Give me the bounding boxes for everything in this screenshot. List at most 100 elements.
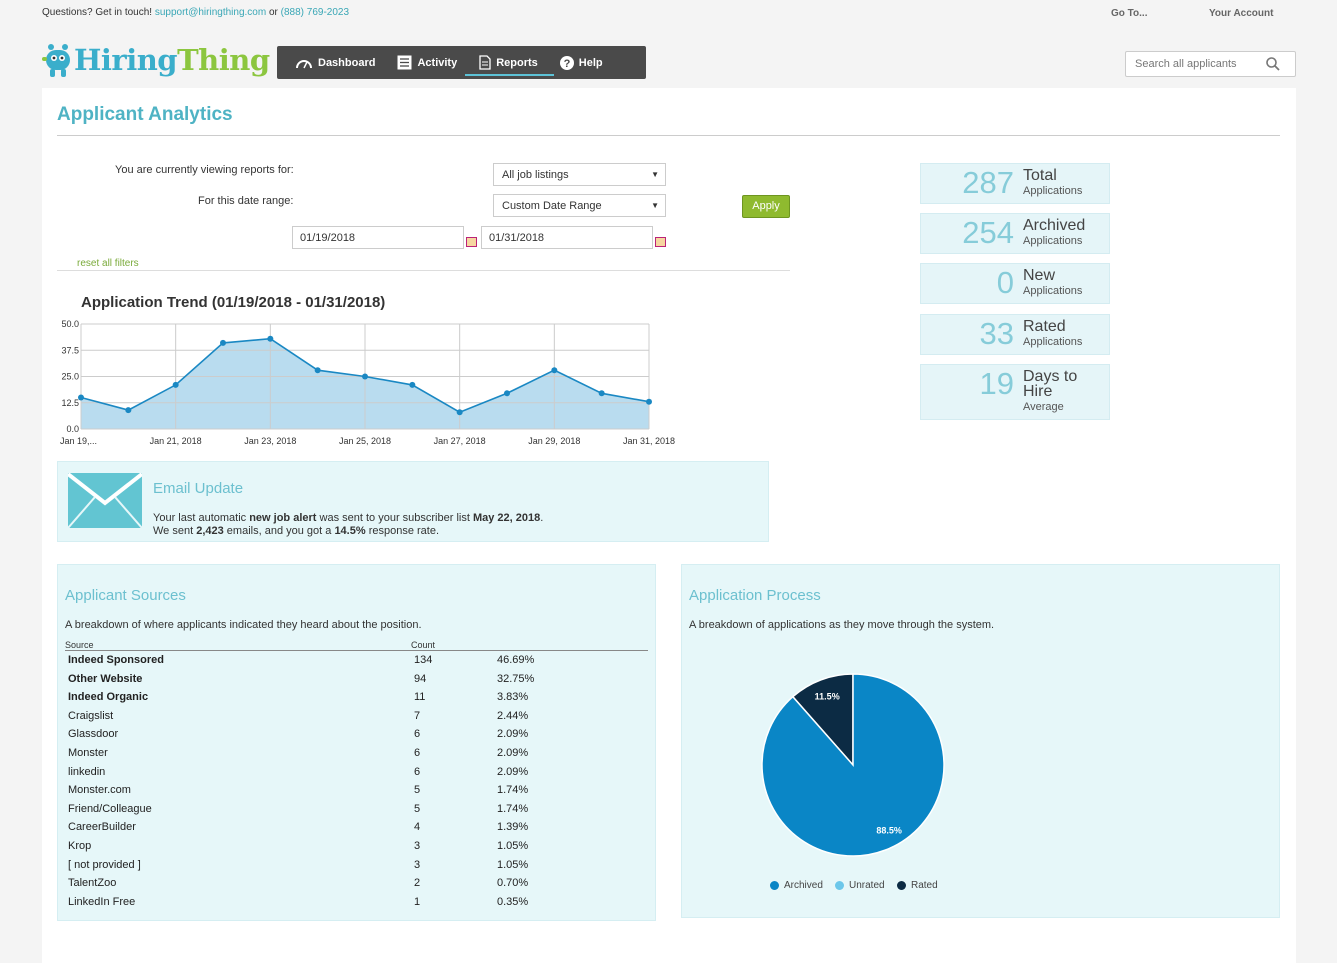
sources-title: Applicant Sources [65,587,186,604]
email-update-line-2: We sent 2,423 emails, and you got a 14.5… [153,525,439,537]
table-row: CareerBuilder 4 1.39% [68,821,648,839]
email-line2-a: We sent [153,525,197,537]
nav-activity-label: Activity [417,56,458,69]
chart-data-point [646,398,652,405]
email-line2-c: emails, and you got a [223,525,335,537]
source-name: Craigslist [68,709,114,722]
stat-new-subtitle: Applications [1023,285,1083,297]
source-name: Indeed Organic [68,691,149,704]
source-pct: 2.09% [497,765,529,778]
chart-data-point [456,409,463,416]
source-count: 6 [414,765,421,778]
nav-reports[interactable]: Reports [465,46,554,79]
support-phone-link[interactable]: (888) 769-2023 [280,7,350,18]
process-title: Application Process [689,587,821,604]
source-name: Other Website [68,672,143,685]
email-line1-d: May 22, 2018 [472,512,541,524]
stat-rated-subtitle: Applications [1023,336,1083,348]
legend-unrated[interactable]: Unrated [835,880,885,891]
table-row: Indeed Sponsored 134 46.69% [68,654,648,672]
support-email-link[interactable]: support@hiringthing.com [154,7,267,18]
date-range-select[interactable]: Custom Date Range ▼ [493,194,666,217]
stat-days-to-hire: 19 Days to Hire Average [920,364,1110,420]
table-row: Craigslist 7 2.44% [68,710,648,728]
filter-divider [57,270,790,271]
nav-activity[interactable]: Activity [397,46,457,79]
y-tick-label: 12.5 [61,398,79,408]
contact-bar: Questions? Get in touch! support@hiringt… [42,7,349,18]
source-pct: 1.05% [497,840,529,852]
email-update-line-1: Your last automatic new job alert was se… [153,512,543,524]
source-count: 2 [414,877,421,890]
search-input[interactable] [1135,53,1270,75]
col-source: Source [65,640,94,650]
legend-dot [835,881,844,890]
source-count: 5 [414,784,421,797]
legend-archived[interactable]: Archived [770,880,823,891]
source-pct: 1.74% [497,802,529,815]
calendar-icon[interactable] [466,237,477,247]
source-pct: 32.75% [497,672,535,685]
process-description: A breakdown of applications as they move… [689,619,995,631]
search-box [1125,51,1296,77]
source-count: 6 [414,747,421,759]
logo[interactable]: HiringThing [42,40,270,80]
main-nav: Dashboard Activity Reports ? Help [277,46,646,79]
calendar-icon[interactable] [655,237,666,247]
chart-data-point [314,367,321,374]
pie-label-rated: 11.5% [815,692,840,702]
title-divider [57,135,1280,136]
x-tick-label: Jan 23, 2018 [244,436,296,446]
table-row: Monster.com 5 1.74% [68,784,648,802]
source-name: linkedin [68,765,106,778]
pie-slice-rated[interactable] [791,673,854,767]
stat-archived: 254 Archived Applications [920,213,1110,254]
reset-filters-link[interactable]: reset all filters [77,258,139,269]
email-line2-d: 14.5% [334,525,366,537]
start-date-input[interactable]: 01/19/2018 [292,226,464,249]
nav-dashboard-label: Dashboard [318,56,376,69]
legend-dot [770,881,779,890]
dropdown-arrow-icon: ▼ [651,201,659,210]
source-pct: 1.39% [497,821,529,834]
job-listing-select[interactable]: All job listings ▼ [493,163,666,186]
chart-data-point [78,394,84,401]
goto-menu[interactable]: Go To... [1111,8,1148,19]
search-icon[interactable] [1265,56,1281,72]
stat-total: 287 Total Applications [920,163,1110,204]
source-count: 4 [414,821,421,834]
legend-archived-label: Archived [784,880,823,891]
source-pct: 2.44% [497,709,529,722]
speedometer-icon [296,59,312,68]
stat-days-subtitle: Average [1023,401,1064,413]
x-tick-label: Jan 19,... [60,436,97,446]
source-pct: 46.69% [497,654,535,666]
logo-wordmark: HiringThing [74,43,270,77]
account-menu[interactable]: Your Account [1209,8,1274,19]
viewing-label: You are currently viewing reports for: [115,164,294,176]
nav-help-label: Help [578,56,603,69]
end-date-input[interactable]: 01/31/2018 [481,226,653,249]
table-row: LinkedIn Free 1 0.35% [68,896,648,914]
apply-button[interactable]: Apply [742,195,790,218]
chart-data-point [551,367,558,374]
source-name: LinkedIn Free [68,895,136,908]
x-tick-label: Jan 31, 2018 [623,436,675,446]
pie-slice-archived[interactable] [761,673,945,857]
chart-data-point [172,381,179,388]
logo-word-2: Thing [177,43,270,77]
nav-dashboard[interactable]: Dashboard [295,46,375,79]
source-name: CareerBuilder [68,821,136,834]
table-row: TalentZoo 2 0.70% [68,877,648,895]
source-count: 134 [414,654,433,666]
question-icon: ? [559,55,574,70]
nav-help[interactable]: ? Help [559,46,603,79]
stat-days-number: 19 [979,366,1014,401]
chart-data-point [220,339,226,346]
source-count: 1 [414,895,421,908]
source-count: 94 [414,672,427,685]
legend-rated[interactable]: Rated [897,880,938,891]
source-pct: 2.09% [497,747,529,759]
stat-rated: 33 Rated Applications [920,314,1110,355]
stat-new-number: 0 [996,265,1014,300]
